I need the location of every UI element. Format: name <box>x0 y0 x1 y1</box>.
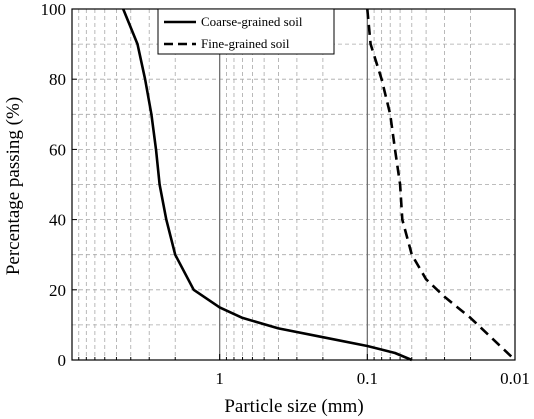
legend-label-fine: Fine-grained soil <box>201 36 290 51</box>
x-tick-label: 0.01 <box>500 369 530 388</box>
y-tick-label: 100 <box>41 0 67 19</box>
y-axis-title: Percentage passing (%) <box>3 97 24 275</box>
series-line-coarse <box>121 8 413 362</box>
legend: Coarse-grained soil Fine-grained soil <box>157 8 335 55</box>
ticks-layer: 0 20 40 60 80 100 1 0.1 0.01 <box>41 0 530 388</box>
x-tick-label: 0.1 <box>357 369 378 388</box>
legend-box <box>157 8 335 55</box>
y-tick-label: 60 <box>49 140 66 159</box>
y-tick-label: 20 <box>49 281 66 300</box>
y-tick-label: 0 <box>58 351 67 370</box>
y-tick-label: 80 <box>49 70 66 89</box>
series-line-fine <box>366 8 516 361</box>
legend-label-coarse: Coarse-grained soil <box>201 14 303 29</box>
grid-layer <box>72 9 515 360</box>
reference-lines <box>219 9 368 360</box>
series-layer <box>121 8 516 362</box>
x-tick-label: 1 <box>215 369 224 388</box>
x-axis-title: Particle size (mm) <box>224 396 363 417</box>
y-tick-label: 40 <box>49 211 66 230</box>
